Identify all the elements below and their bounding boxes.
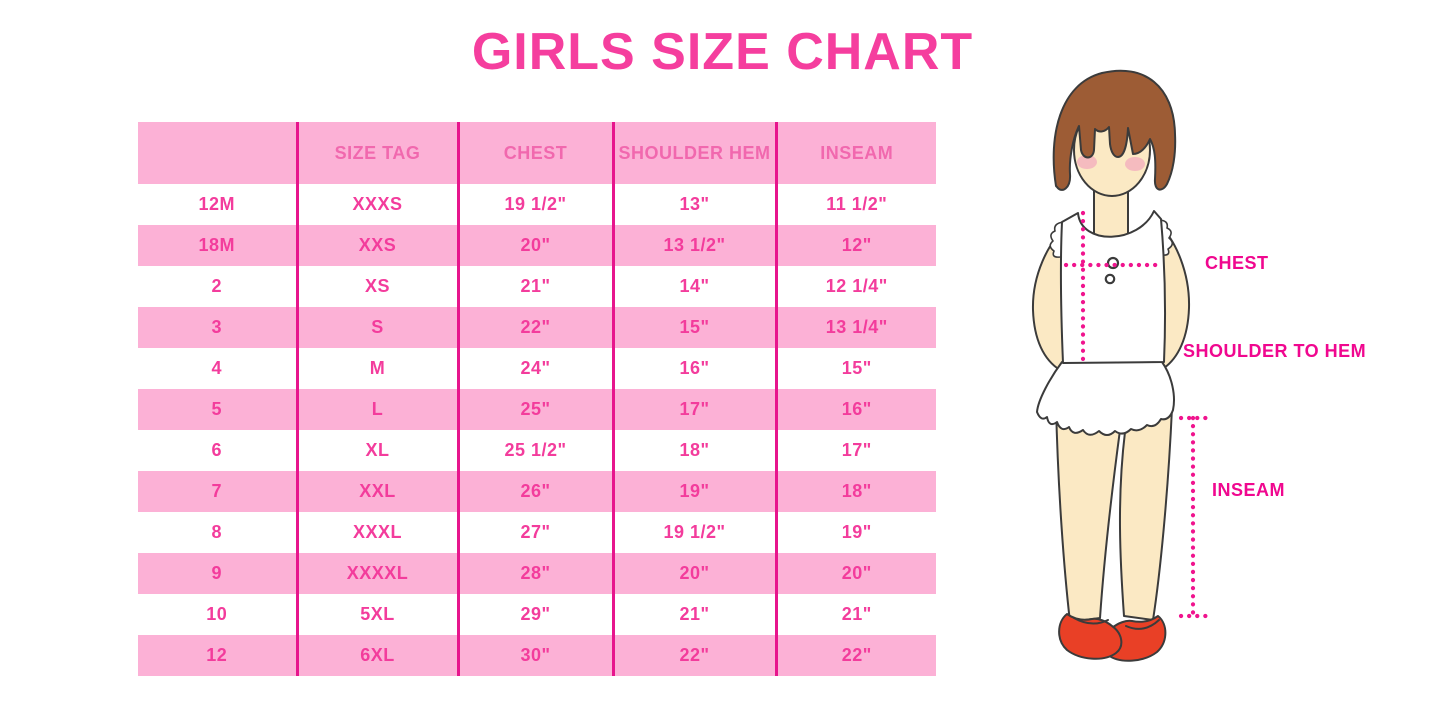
cell-inseam: 18" xyxy=(774,471,936,512)
table-row: 10 5XL 29" 21" 21" xyxy=(138,594,936,635)
table-row: 5 L 25" 17" 16" xyxy=(138,389,936,430)
hair xyxy=(1052,69,1177,191)
cell-size-tag: XXS xyxy=(295,225,458,266)
cell-shoulder-hem: 18" xyxy=(611,430,776,471)
blush-right xyxy=(1125,157,1145,171)
cell-inseam: 15" xyxy=(774,348,936,389)
cell-shoulder-hem: 17" xyxy=(611,389,776,430)
cell-chest: 22" xyxy=(456,307,613,348)
header-cell-chest: CHEST xyxy=(456,122,613,184)
shoulder-to-hem-label: SHOULDER TO HEM xyxy=(1183,341,1367,361)
cell-size-tag: XXXL xyxy=(295,512,458,553)
inseam-label: INSEAM xyxy=(1212,480,1286,500)
cell-chest: 30" xyxy=(456,635,613,676)
cell-chest: 27" xyxy=(456,512,613,553)
cell-chest: 19 1/2" xyxy=(456,184,613,225)
table-row: 12 6XL 30" 22" 22" xyxy=(138,635,936,676)
cell-size-tag: XXXS xyxy=(295,184,458,225)
cell-inseam: 11 1/2" xyxy=(774,184,936,225)
cell-size: 10 xyxy=(138,594,297,635)
chest-label: CHEST xyxy=(1205,253,1269,273)
table-header-row: SIZE TAG CHEST SHOULDER HEM INSEAM xyxy=(138,122,936,184)
top-button-2 xyxy=(1104,273,1116,285)
cell-size-tag: XXXXL xyxy=(295,553,458,594)
blush-left xyxy=(1077,155,1097,169)
cell-inseam: 21" xyxy=(774,594,936,635)
cell-inseam: 16" xyxy=(774,389,936,430)
header-cell-shoulder-hem: SHOULDER HEM xyxy=(611,122,776,184)
header-cell-inseam: INSEAM xyxy=(774,122,936,184)
cell-size: 18M xyxy=(138,225,297,266)
cell-size: 12 xyxy=(138,635,297,676)
cell-shoulder-hem: 19" xyxy=(611,471,776,512)
cell-inseam: 19" xyxy=(774,512,936,553)
girl-figure-illustration xyxy=(1031,69,1209,662)
top-button-1 xyxy=(1106,256,1120,270)
cell-chest: 20" xyxy=(456,225,613,266)
cell-shoulder-hem: 13" xyxy=(611,184,776,225)
cell-shoulder-hem: 19 1/2" xyxy=(611,512,776,553)
cell-inseam: 12 1/4" xyxy=(774,266,936,307)
cell-chest: 29" xyxy=(456,594,613,635)
cell-shoulder-hem: 20" xyxy=(611,553,776,594)
table-row: 2 XS 21" 14" 12 1/4" xyxy=(138,266,936,307)
cell-size: 5 xyxy=(138,389,297,430)
table-row: 3 S 22" 15" 13 1/4" xyxy=(138,307,936,348)
cell-chest: 25" xyxy=(456,389,613,430)
cell-size-tag: 5XL xyxy=(295,594,458,635)
top xyxy=(1059,210,1166,364)
cell-size: 7 xyxy=(138,471,297,512)
cell-inseam: 22" xyxy=(774,635,936,676)
cell-size: 6 xyxy=(138,430,297,471)
cell-shoulder-hem: 21" xyxy=(611,594,776,635)
left-shoe-strap xyxy=(1073,617,1109,625)
cell-size: 4 xyxy=(138,348,297,389)
table-row: 12M XXXS 19 1/2" 13" 11 1/2" xyxy=(138,184,936,225)
cell-shoulder-hem: 22" xyxy=(611,635,776,676)
cell-inseam: 12" xyxy=(774,225,936,266)
left-shoe xyxy=(1058,613,1123,660)
table-row: 18M XXS 20" 13 1/2" 12" xyxy=(138,225,936,266)
skirt xyxy=(1036,361,1175,436)
cell-size-tag: 6XL xyxy=(295,635,458,676)
cell-inseam: 13 1/4" xyxy=(774,307,936,348)
right-leg xyxy=(1118,407,1173,621)
cell-inseam: 20" xyxy=(774,553,936,594)
table-row: 7 XXL 26" 19" 18" xyxy=(138,471,936,512)
cell-size-tag: L xyxy=(295,389,458,430)
cell-size: 3 xyxy=(138,307,297,348)
cell-chest: 24" xyxy=(456,348,613,389)
cell-chest: 28" xyxy=(456,553,613,594)
cell-shoulder-hem: 15" xyxy=(611,307,776,348)
cell-shoulder-hem: 13 1/2" xyxy=(611,225,776,266)
left-leg xyxy=(1055,404,1121,623)
size-chart-table: SIZE TAG CHEST SHOULDER HEM INSEAM 12M X… xyxy=(138,122,936,676)
table-row: 9 XXXXL 28" 20" 20" xyxy=(138,553,936,594)
cell-size: 8 xyxy=(138,512,297,553)
header-cell-size xyxy=(138,122,297,184)
cell-size-tag: M xyxy=(295,348,458,389)
page-title: GIRLS SIZE CHART xyxy=(471,23,974,81)
cell-inseam: 17" xyxy=(774,430,936,471)
header-cell-size-tag: SIZE TAG xyxy=(295,122,458,184)
cell-size-tag: S xyxy=(295,307,458,348)
cell-shoulder-hem: 14" xyxy=(611,266,776,307)
cell-size: 9 xyxy=(138,553,297,594)
cell-size-tag: XL xyxy=(295,430,458,471)
cell-chest: 26" xyxy=(456,471,613,512)
cell-size: 12M xyxy=(138,184,297,225)
cell-shoulder-hem: 16" xyxy=(611,348,776,389)
cell-chest: 21" xyxy=(456,266,613,307)
table-row: 4 M 24" 16" 15" xyxy=(138,348,936,389)
table-row: 6 XL 25 1/2" 18" 17" xyxy=(138,430,936,471)
cell-size-tag: XXL xyxy=(295,471,458,512)
cell-size: 2 xyxy=(138,266,297,307)
cell-chest: 25 1/2" xyxy=(456,430,613,471)
table-row: 8 XXXL 27" 19 1/2" 19" xyxy=(138,512,936,553)
right-shoe-strap xyxy=(1125,619,1160,630)
cell-size-tag: XS xyxy=(295,266,458,307)
